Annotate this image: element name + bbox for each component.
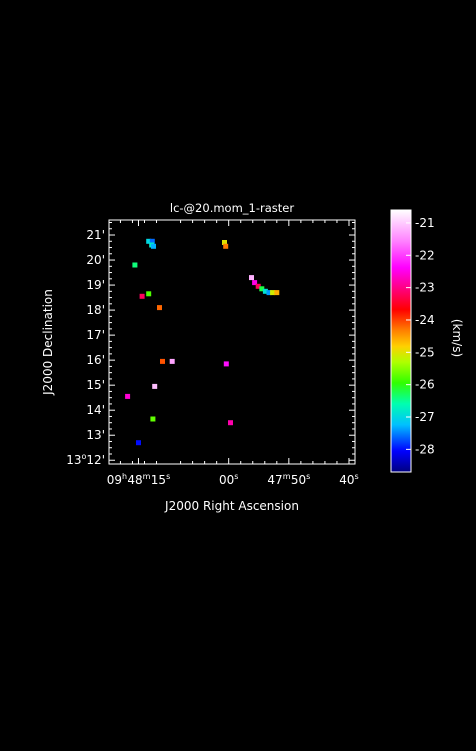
data-pixel [152, 383, 158, 389]
colorbar-tick-label: -22 [415, 248, 435, 262]
colorbar-tick-label: -28 [415, 442, 435, 456]
colorbar-tick-label: -23 [415, 281, 435, 295]
data-pixel [136, 440, 141, 446]
colorbar [391, 210, 411, 472]
y-tick-label: 20' [86, 253, 105, 267]
data-pixel [259, 286, 265, 292]
axis-tick-labels: 13o12' 13' 14' 15' 16' 17' 18' 19' 20' 21' 09h 48m… [66, 228, 358, 487]
chart-title: lc-@20.mom_1-raster [170, 201, 294, 215]
colorbar-ticks: -21 -22 -23 -24 -25 -26 -27 -28 [406, 216, 435, 456]
data-pixel [252, 280, 258, 286]
colorbar-tick-label: -25 [415, 345, 435, 359]
data-pixel [266, 290, 272, 296]
colorbar-label: (km/s) [450, 319, 464, 357]
data-pixel [125, 393, 131, 399]
y-tick-label: 15' [86, 378, 105, 392]
data-pixel [228, 420, 233, 426]
y-tick-label: 13o12' [66, 452, 105, 467]
y-tick-label: 13' [86, 428, 105, 442]
data-pixel [223, 361, 229, 367]
x-tick-label: 47m 50s [267, 472, 310, 487]
data-pixel [149, 238, 155, 244]
y-tick-label: 16' [86, 353, 105, 367]
data-pixel [146, 238, 152, 244]
data-pixel [223, 243, 229, 249]
colorbar-tick-label: -24 [415, 313, 435, 327]
plot-frame [108, 219, 356, 465]
data-pixel [222, 240, 227, 245]
y-tick-label: 14' [86, 403, 105, 417]
data-pixel [157, 305, 162, 311]
data-pixel [146, 291, 152, 297]
colorbar-frame [390, 209, 412, 473]
data-pixel [160, 358, 165, 364]
pixel-layer [125, 238, 280, 446]
data-pixel [150, 416, 156, 422]
x-tick-label: 40s [339, 472, 358, 487]
data-pixel [151, 243, 156, 249]
y-tick-label: 17' [86, 328, 105, 342]
data-pixel [249, 275, 254, 281]
data-pixel [262, 288, 268, 294]
data-pixel [139, 293, 145, 299]
x-axis-label: J2000 Right Ascension [164, 499, 299, 513]
data-pixel [274, 290, 280, 296]
colorbar-tick-label: -26 [415, 378, 435, 392]
y-axis-label: J2000 Declination [41, 289, 55, 396]
colorbar-tick-label: -27 [415, 410, 435, 424]
data-pixel [132, 262, 138, 268]
axis-ticks [109, 220, 355, 464]
x-tick-label: 00s [219, 472, 238, 487]
data-pixel [270, 290, 276, 296]
y-tick-label: 21' [86, 228, 105, 242]
y-tick-label: 18' [86, 303, 105, 317]
data-pixel [169, 358, 175, 364]
y-tick-label: 19' [86, 278, 105, 292]
data-pixel [255, 283, 261, 289]
colorbar-tick-label: -21 [415, 216, 435, 230]
x-tick-label: 09h 48m 15s [107, 472, 171, 487]
